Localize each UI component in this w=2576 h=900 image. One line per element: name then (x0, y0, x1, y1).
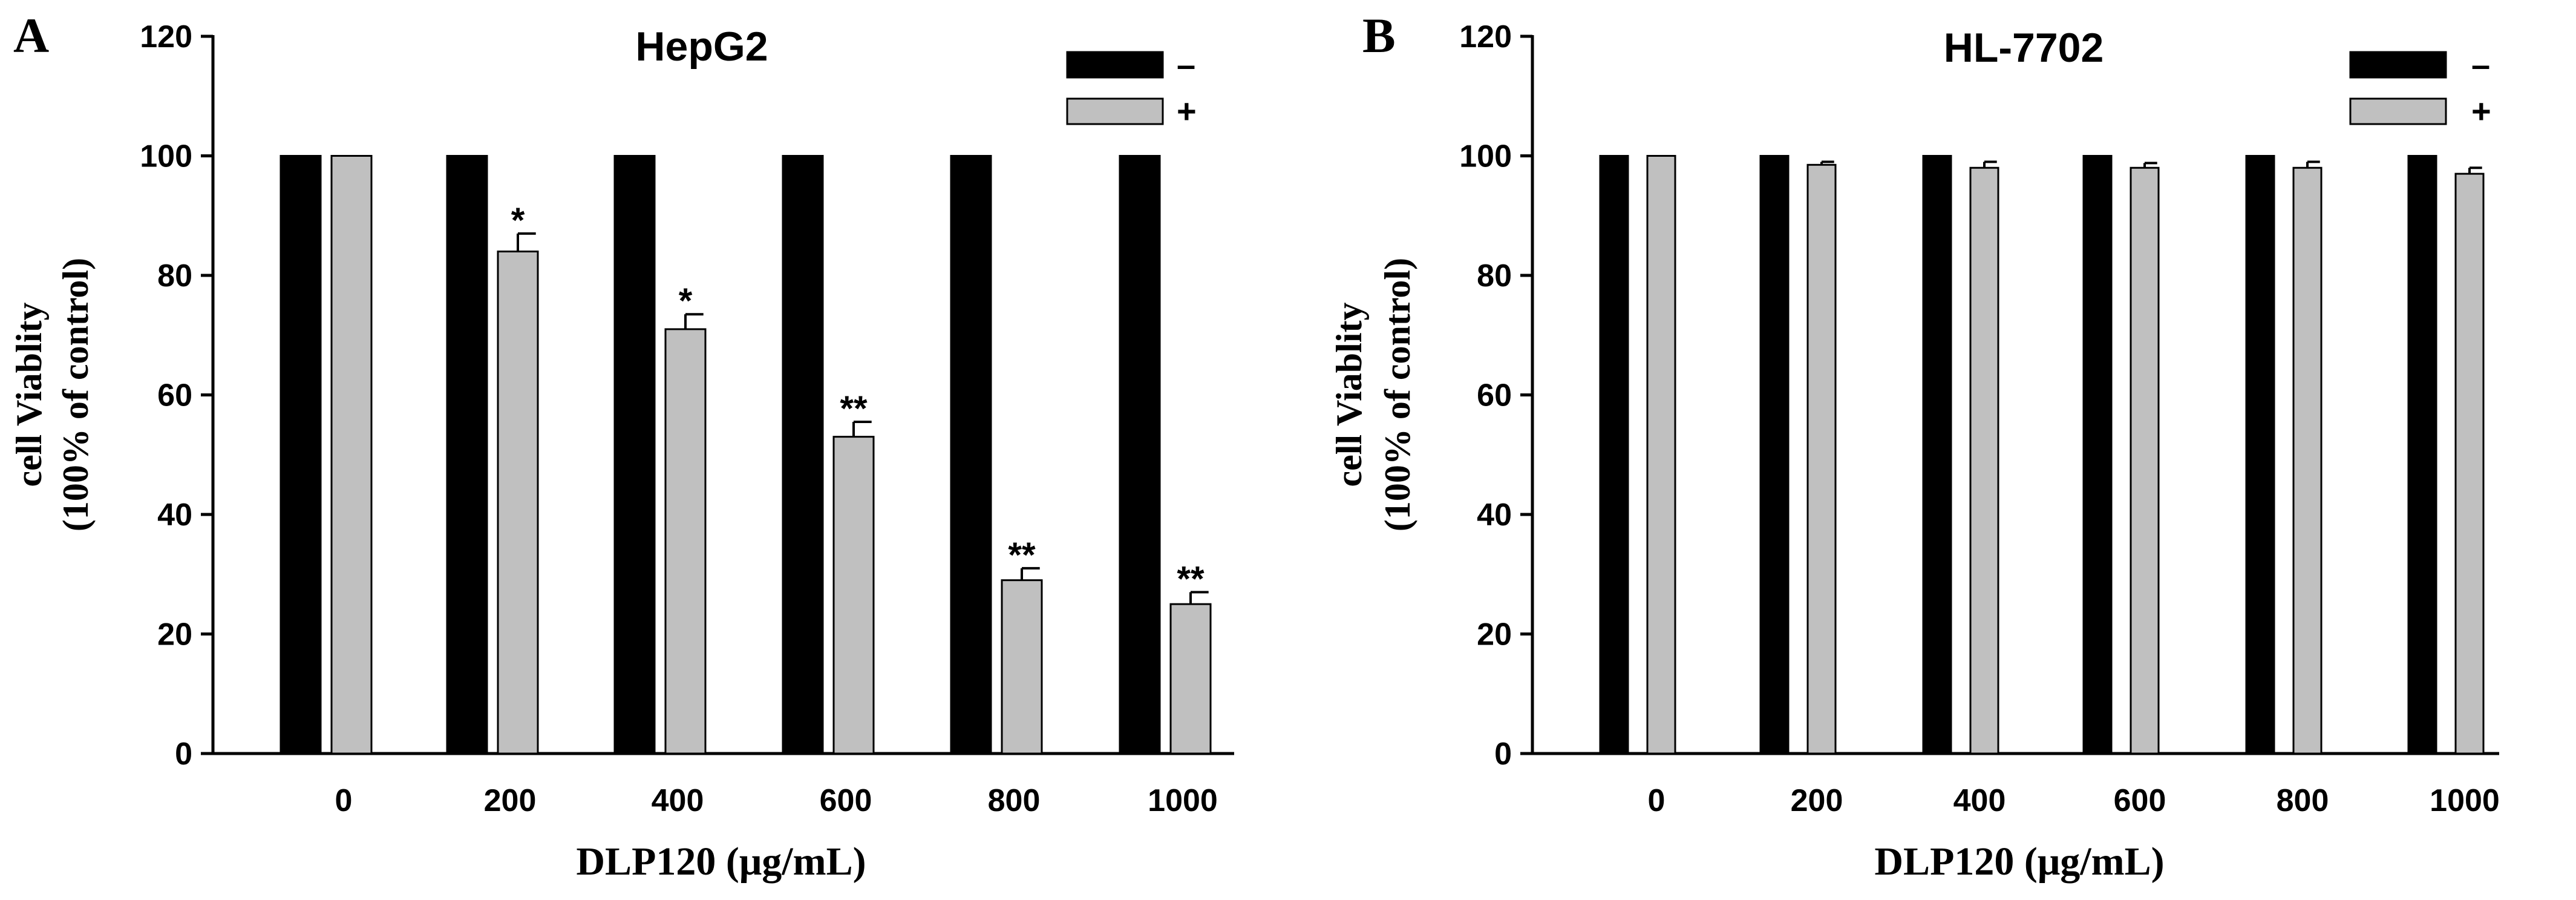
x-tick-label: 200 (484, 783, 537, 818)
bar-minus (2407, 155, 2437, 755)
bar-plus (832, 436, 875, 755)
legend-swatch-plus (1066, 97, 1164, 125)
panel-b-hl7702-chart: B HL-7702 0 20 40 60 80 100 120 cell Viablity (100… (1329, 8, 2500, 884)
y-tick-label: 60 (1477, 378, 1512, 413)
y-tick-label: 80 (1477, 258, 1512, 294)
y-axis-label: cell Viablity (9, 303, 49, 487)
bar-plus (1646, 155, 1676, 755)
bar-plus (1969, 166, 1999, 755)
x-tick-label: 200 (1791, 783, 1843, 818)
significance-marker: * (679, 281, 693, 321)
y-tick-label: 100 (140, 139, 192, 174)
y-tick-label: 120 (1459, 19, 1512, 54)
significance-marker: ** (840, 389, 868, 429)
bar-minus (950, 155, 992, 755)
y-axis-label: (100% of control) (1378, 258, 1417, 531)
legend-swatch-plus (2349, 97, 2447, 125)
y-tick-label: 20 (157, 617, 192, 652)
y-tick-label: 0 (1494, 737, 1512, 772)
x-tick-label: 400 (652, 783, 704, 818)
bar-minus (280, 155, 322, 755)
bar-minus (1119, 155, 1161, 755)
y-tick-label: 120 (140, 19, 192, 54)
chart-title: HL-7702 (1944, 25, 2104, 71)
bar-plus (497, 251, 539, 755)
y-tick-label: 40 (1477, 498, 1512, 533)
bar-minus (446, 155, 488, 755)
panel-label: B (1362, 8, 1396, 63)
x-axis-label: DLP120 (μg/mL) (1874, 839, 2164, 884)
y-tick-label: 80 (157, 258, 192, 294)
y-axis-label: cell Viablity (1329, 303, 1369, 487)
significance-marker: ** (1008, 536, 1036, 575)
bar-plus (664, 328, 707, 755)
bar-minus (782, 155, 824, 755)
bar-minus (1922, 155, 1952, 755)
legend-label-plus: + (1177, 92, 1197, 130)
y-axis-label: (100% of control) (56, 258, 96, 531)
bar-plus (2130, 166, 2160, 755)
x-tick-label: 1000 (2430, 783, 2500, 818)
bar-minus (613, 155, 656, 755)
bar-plus (330, 155, 373, 755)
bar-minus (1759, 155, 1790, 755)
x-tick-label: 0 (1648, 783, 1666, 818)
chart-title: HepG2 (635, 24, 768, 70)
legend-label-plus: + (2471, 92, 2491, 130)
bar-minus (2245, 155, 2275, 755)
x-tick-label: 800 (2277, 783, 2329, 818)
y-tick-label: 0 (175, 737, 192, 772)
panel-label: A (13, 8, 49, 63)
y-tick-label: 100 (1459, 139, 1512, 174)
x-tick-label: 1000 (1148, 783, 1218, 818)
y-tick-label: 60 (157, 378, 192, 413)
x-tick-label: 0 (335, 783, 353, 818)
significance-marker: ** (1177, 559, 1205, 599)
bar-plus (1169, 603, 1212, 755)
x-axis-label: DLP120 (μg/mL) (576, 839, 866, 884)
x-tick-label: 800 (988, 783, 1041, 818)
bar-plus (1806, 163, 1837, 755)
y-tick-label: 20 (1477, 617, 1512, 652)
legend-swatch-minus (2349, 51, 2447, 79)
bar-plus (1001, 579, 1043, 755)
x-tick-label: 600 (2114, 783, 2166, 818)
bar-minus (1599, 155, 1629, 755)
legend-label-minus: – (1177, 45, 1195, 84)
bar-plus (2454, 172, 2485, 755)
bar-plus (2292, 166, 2323, 755)
x-tick-label: 400 (1953, 783, 2006, 818)
bar-minus (2082, 155, 2113, 755)
panel-a-hepg2-chart: A HepG2 0 20 40 60 80 100 120 cell Viablity (100% … (9, 8, 1234, 884)
legend-label-minus: – (2471, 45, 2490, 84)
y-tick-label: 40 (157, 498, 192, 533)
significance-marker: * (511, 201, 525, 240)
legend-swatch-minus (1066, 51, 1164, 79)
x-tick-label: 600 (820, 783, 872, 818)
